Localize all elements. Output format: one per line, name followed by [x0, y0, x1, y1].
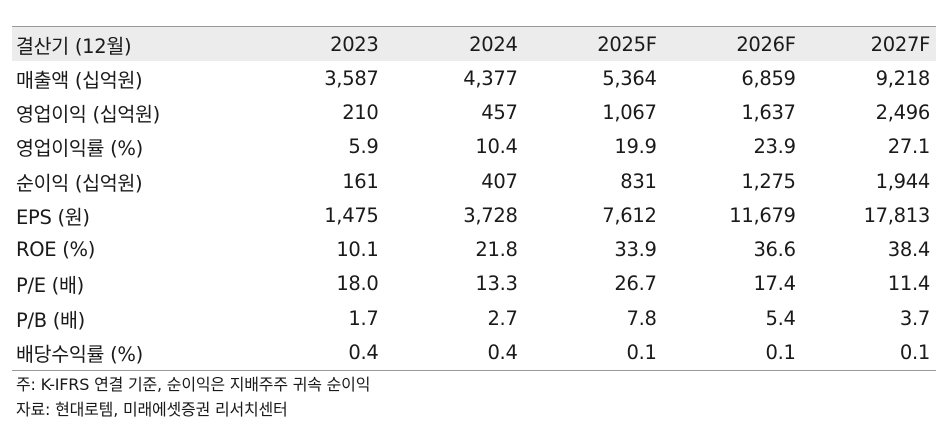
header-year-2025f: 2025F — [525, 26, 665, 61]
row-label: 매출액 (십억원) — [16, 68, 143, 92]
row-value: 1,475 — [324, 203, 379, 227]
row-value: 18.0 — [336, 272, 379, 296]
row-value: 21.8 — [475, 238, 518, 262]
row-value: 3.7 — [899, 306, 930, 330]
row-value: 33.9 — [614, 238, 657, 262]
row-value: 11,679 — [729, 203, 796, 227]
row-value: 19.9 — [614, 135, 657, 159]
row-label: EPS (원) — [16, 205, 90, 229]
table-row: P/B (배) 1.7 2.7 7.8 5.4 3.7 — [12, 301, 936, 335]
row-value: 36.6 — [753, 238, 796, 262]
header-year-2024: 2024 — [386, 26, 526, 61]
footnotes: 주: K-IFRS 연결 기준, 순이익은 지배주주 귀속 순이익 자료: 현대… — [16, 372, 370, 422]
row-value: 0.4 — [247, 335, 387, 371]
table-row: 순이익 (십억원) 161 407 831 1,275 1,944 — [12, 164, 936, 198]
row-value: 7.8 — [626, 306, 657, 330]
table-row: 영업이익률 (%) 5.9 10.4 19.9 23.9 27.1 — [12, 130, 936, 164]
row-value: 1.7 — [348, 306, 379, 330]
row-value: 0.1 — [803, 335, 936, 371]
row-value: 10.1 — [336, 238, 379, 262]
row-value: 5.4 — [765, 306, 796, 330]
table-header: 결산기 (12월) 2023 2024 2025F 2026F 2027F — [12, 26, 936, 61]
row-label: 배당수익률 (%) — [12, 335, 248, 371]
row-value: 27.1 — [887, 135, 931, 159]
row-value: 11.4 — [887, 272, 931, 296]
header-year-2026f: 2026F — [664, 26, 804, 61]
row-value: 0.1 — [664, 335, 804, 371]
row-value: 23.9 — [753, 135, 796, 159]
header-row: 결산기 (12월) 2023 2024 2025F 2026F 2027F — [12, 26, 936, 61]
row-label: 순이익 (십억원) — [16, 171, 143, 195]
row-value: 13.3 — [475, 272, 518, 296]
table-row: 영업이익 (십억원) 210 457 1,067 1,637 2,496 — [12, 95, 936, 129]
row-value: 38.4 — [887, 238, 931, 262]
row-value: 10.4 — [475, 135, 518, 159]
row-label: 영업이익률 (%) — [16, 137, 143, 161]
row-value: 9,218 — [875, 66, 931, 90]
table-row: 배당수익률 (%) 0.4 0.4 0.1 0.1 0.1 — [12, 335, 936, 371]
source-note: 자료: 현대로템, 미래에셋증권 리서치센터 — [16, 400, 288, 419]
row-value: 0.1 — [525, 335, 665, 371]
row-value: 3,728 — [463, 203, 518, 227]
row-value: 407 — [481, 169, 518, 193]
row-value: 0.4 — [386, 335, 526, 371]
row-value: 2.7 — [487, 306, 518, 330]
financial-table: 결산기 (12월) 2023 2024 2025F 2026F 2027F 매출… — [12, 26, 936, 371]
header-year-2027f: 2027F — [803, 26, 936, 61]
table-row: EPS (원) 1,475 3,728 7,612 11,679 17,813 — [12, 198, 936, 232]
row-value: 7,612 — [602, 203, 657, 227]
table-body: 매출액 (십억원) 3,587 4,377 5,364 6,859 9,218 영업이익 (… — [12, 61, 936, 371]
row-value: 1,637 — [741, 100, 796, 124]
header-period-label: 결산기 (12월) — [12, 26, 248, 61]
row-label: 영업이익 (십억원) — [16, 102, 160, 126]
row-value: 1,067 — [602, 100, 657, 124]
table-row: P/E (배) 18.0 13.3 26.7 17.4 11.4 — [12, 267, 936, 301]
row-value: 26.7 — [614, 272, 657, 296]
row-value: 5.9 — [348, 135, 379, 159]
row-value: 6,859 — [741, 66, 796, 90]
row-value: 17.4 — [753, 272, 796, 296]
row-value: 1,275 — [741, 169, 796, 193]
row-value: 161 — [342, 169, 379, 193]
basis-note: 주: K-IFRS 연결 기준, 순이익은 지배주주 귀속 순이익 — [16, 375, 371, 394]
row-value: 4,377 — [463, 66, 518, 90]
row-value: 17,813 — [863, 203, 931, 227]
row-value: 5,364 — [602, 66, 657, 90]
row-value: 1,944 — [875, 169, 931, 193]
row-value: 3,587 — [324, 66, 379, 90]
row-value: 210 — [342, 100, 379, 124]
table-row: 매출액 (십억원) 3,587 4,377 5,364 6,859 9,218 — [12, 61, 936, 95]
row-value: 2,496 — [875, 100, 931, 124]
header-year-2023: 2023 — [247, 26, 387, 61]
row-label: P/B (배) — [16, 308, 85, 332]
row-label: P/E (배) — [16, 274, 84, 298]
table-row: ROE (%) 10.1 21.8 33.9 36.6 38.4 — [12, 232, 936, 266]
row-value: 457 — [481, 100, 518, 124]
row-value: 831 — [620, 169, 657, 193]
row-label: ROE (%) — [16, 238, 96, 262]
